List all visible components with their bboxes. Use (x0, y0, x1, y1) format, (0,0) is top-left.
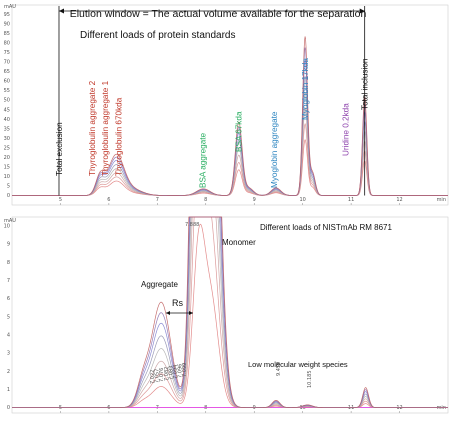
top-x-tick-3: 8 (204, 197, 207, 203)
top-y-tick-5: 25 (4, 145, 10, 151)
peak-label-1: Thyroglobulin aggregate 2 (88, 80, 97, 176)
bot-y-tick-5: 5 (7, 314, 10, 320)
top-y-tick-0: 0 (7, 193, 10, 199)
top-series-line-4 (12, 76, 448, 196)
top-y-tick-11: 55 (4, 88, 10, 94)
bottom-chart-title: Different loads of NISTmAb RM 8671 (260, 223, 392, 232)
top-x-tick-1: 6 (107, 197, 110, 203)
top-x-unit: min (437, 197, 446, 203)
top-y-ticks: 0 5 10 15 20 25 30 35 40 45 50 55 60 65 70 75 80 85 90 95 (4, 12, 10, 199)
bot-y-tick-3: 3 (7, 351, 10, 357)
top-y-tick-3: 15 (4, 164, 10, 170)
top-y-tick-15: 75 (4, 50, 10, 56)
peak-label-0: Total exclusion (55, 122, 64, 176)
top-y-tick-17: 85 (4, 31, 10, 37)
bottom-y-unit: mAU (4, 218, 16, 224)
bot-series-line-7 (12, 216, 448, 408)
bot-y-tick-0: 0 (7, 405, 10, 411)
top-plot-frame (11, 4, 449, 206)
top-y-tick-6: 30 (4, 136, 10, 142)
bot-y-tick-7: 7 (7, 278, 10, 284)
top-y-tick-18: 90 (4, 22, 10, 28)
top-y-tick-10: 50 (4, 98, 10, 104)
top-x-ticks: 5 6 7 8 9 10 11 12 min (59, 197, 446, 205)
monomer-peak-label: 7.888 (185, 222, 199, 228)
peak-label-9: Total inclusion (361, 58, 370, 110)
bot-y-tick-2: 2 (7, 369, 10, 375)
peak-label-4: BSA aggregate (198, 132, 207, 188)
top-x-tick-6: 11 (348, 197, 354, 203)
elution-window-arrowhead-right (359, 8, 365, 14)
top-series-line-7 (12, 36, 448, 196)
top-chart-title: Different loads of protein standards (80, 30, 235, 41)
elution-window: Elution window = The actual volume avail… (58, 6, 367, 196)
rs-arrowhead-right (189, 311, 193, 315)
top-series-line-1 (12, 122, 448, 196)
top-y-tick-8: 40 (4, 117, 10, 123)
peak-label-3: Thyroglobulin 670kda (115, 97, 124, 176)
aggregate-rt-label-2: 7.076 (159, 368, 165, 382)
rs-arrowhead-left (166, 311, 170, 315)
top-y-tick-4: 20 (4, 155, 10, 161)
bot-y-tick-10: 10 (4, 224, 10, 230)
bot-y-tick-9: 9 (7, 242, 10, 248)
bottom-plot-frame (11, 216, 449, 414)
top-series-line-0 (12, 138, 448, 196)
bot-y-tick-1: 1 (7, 387, 10, 393)
top-x-tick-7: 12 (396, 197, 402, 203)
aggregate-rt-label-6: 7.096 (178, 364, 184, 378)
lmw-peak-label: 9.459 (276, 362, 282, 376)
aggregate-rt-label-7: 7.099 (182, 363, 188, 377)
peak-labels: Total exclusion Thyroglobulin aggregate 2… (55, 58, 370, 188)
lmw-peak-label-2: 10.185 (307, 371, 313, 389)
elution-window-arrowhead-left (58, 8, 64, 14)
monomer-label: Monomer (222, 238, 256, 247)
aggregate-rt-label-4: 7.083 (168, 366, 174, 380)
top-x-tick-4: 9 (253, 197, 256, 203)
top-series-lines (12, 36, 448, 196)
bot-series-line-0 (12, 223, 448, 408)
top-y-tick-7: 35 (4, 126, 10, 132)
top-y-tick-14: 70 (4, 60, 10, 66)
top-series-line-3 (12, 91, 448, 196)
top-x-tick-0: 5 (59, 197, 62, 203)
bot-y-tick-8: 8 (7, 260, 10, 266)
top-y-tick-19: 95 (4, 12, 10, 18)
top-y-tick-9: 45 (4, 107, 10, 113)
bot-y-tick-4: 4 (7, 332, 10, 338)
top-y-tick-1: 5 (7, 183, 10, 189)
top-series-line-6 (12, 47, 448, 196)
bottom-y-ticks: 0 1 2 3 4 5 6 7 8 9 10 (4, 224, 10, 411)
top-y-tick-13: 65 (4, 69, 10, 75)
top-series-line-2 (12, 106, 448, 196)
bottom-series-lines (12, 216, 448, 409)
aggregate-rt-label-1: 7.057 (155, 369, 161, 383)
top-y-unit: mAU (4, 4, 16, 10)
top-y-tick-16: 80 (4, 41, 10, 47)
aggregate-label: Aggregate (141, 280, 178, 289)
elution-window-label: Elution window = The actual volume avail… (70, 8, 367, 20)
top-x-tick-5: 10 (299, 197, 305, 203)
lmw-label: Low molecular weight species (248, 360, 348, 369)
top-series-line-5 (12, 60, 448, 196)
top-x-tick-2: 7 (156, 197, 159, 203)
top-y-tick-12: 60 (4, 79, 10, 85)
aggregate-rt-label-3: 7.082 (164, 367, 170, 381)
peak-label-2: Thyroglobulin aggregate 1 (101, 80, 110, 176)
protein-standards-panel: mAU 051015202530354045505560657075808590… (4, 4, 449, 206)
aggregate-rt-label-5: 7.094 (173, 365, 179, 379)
bot-y-tick-6: 6 (7, 296, 10, 302)
peak-label-7: Myoglobin 17kda (301, 58, 310, 120)
rs-label: Rs (172, 298, 183, 308)
peak-label-8: Uridine 0.2kda (341, 103, 350, 156)
peak-label-6: Myoglobin aggregate (270, 111, 279, 188)
peak-label-5: BSA 67kda (235, 111, 244, 152)
aggregate-rt-label-0: 7.022 (150, 370, 156, 384)
top-y-tick-2: 10 (4, 174, 10, 180)
